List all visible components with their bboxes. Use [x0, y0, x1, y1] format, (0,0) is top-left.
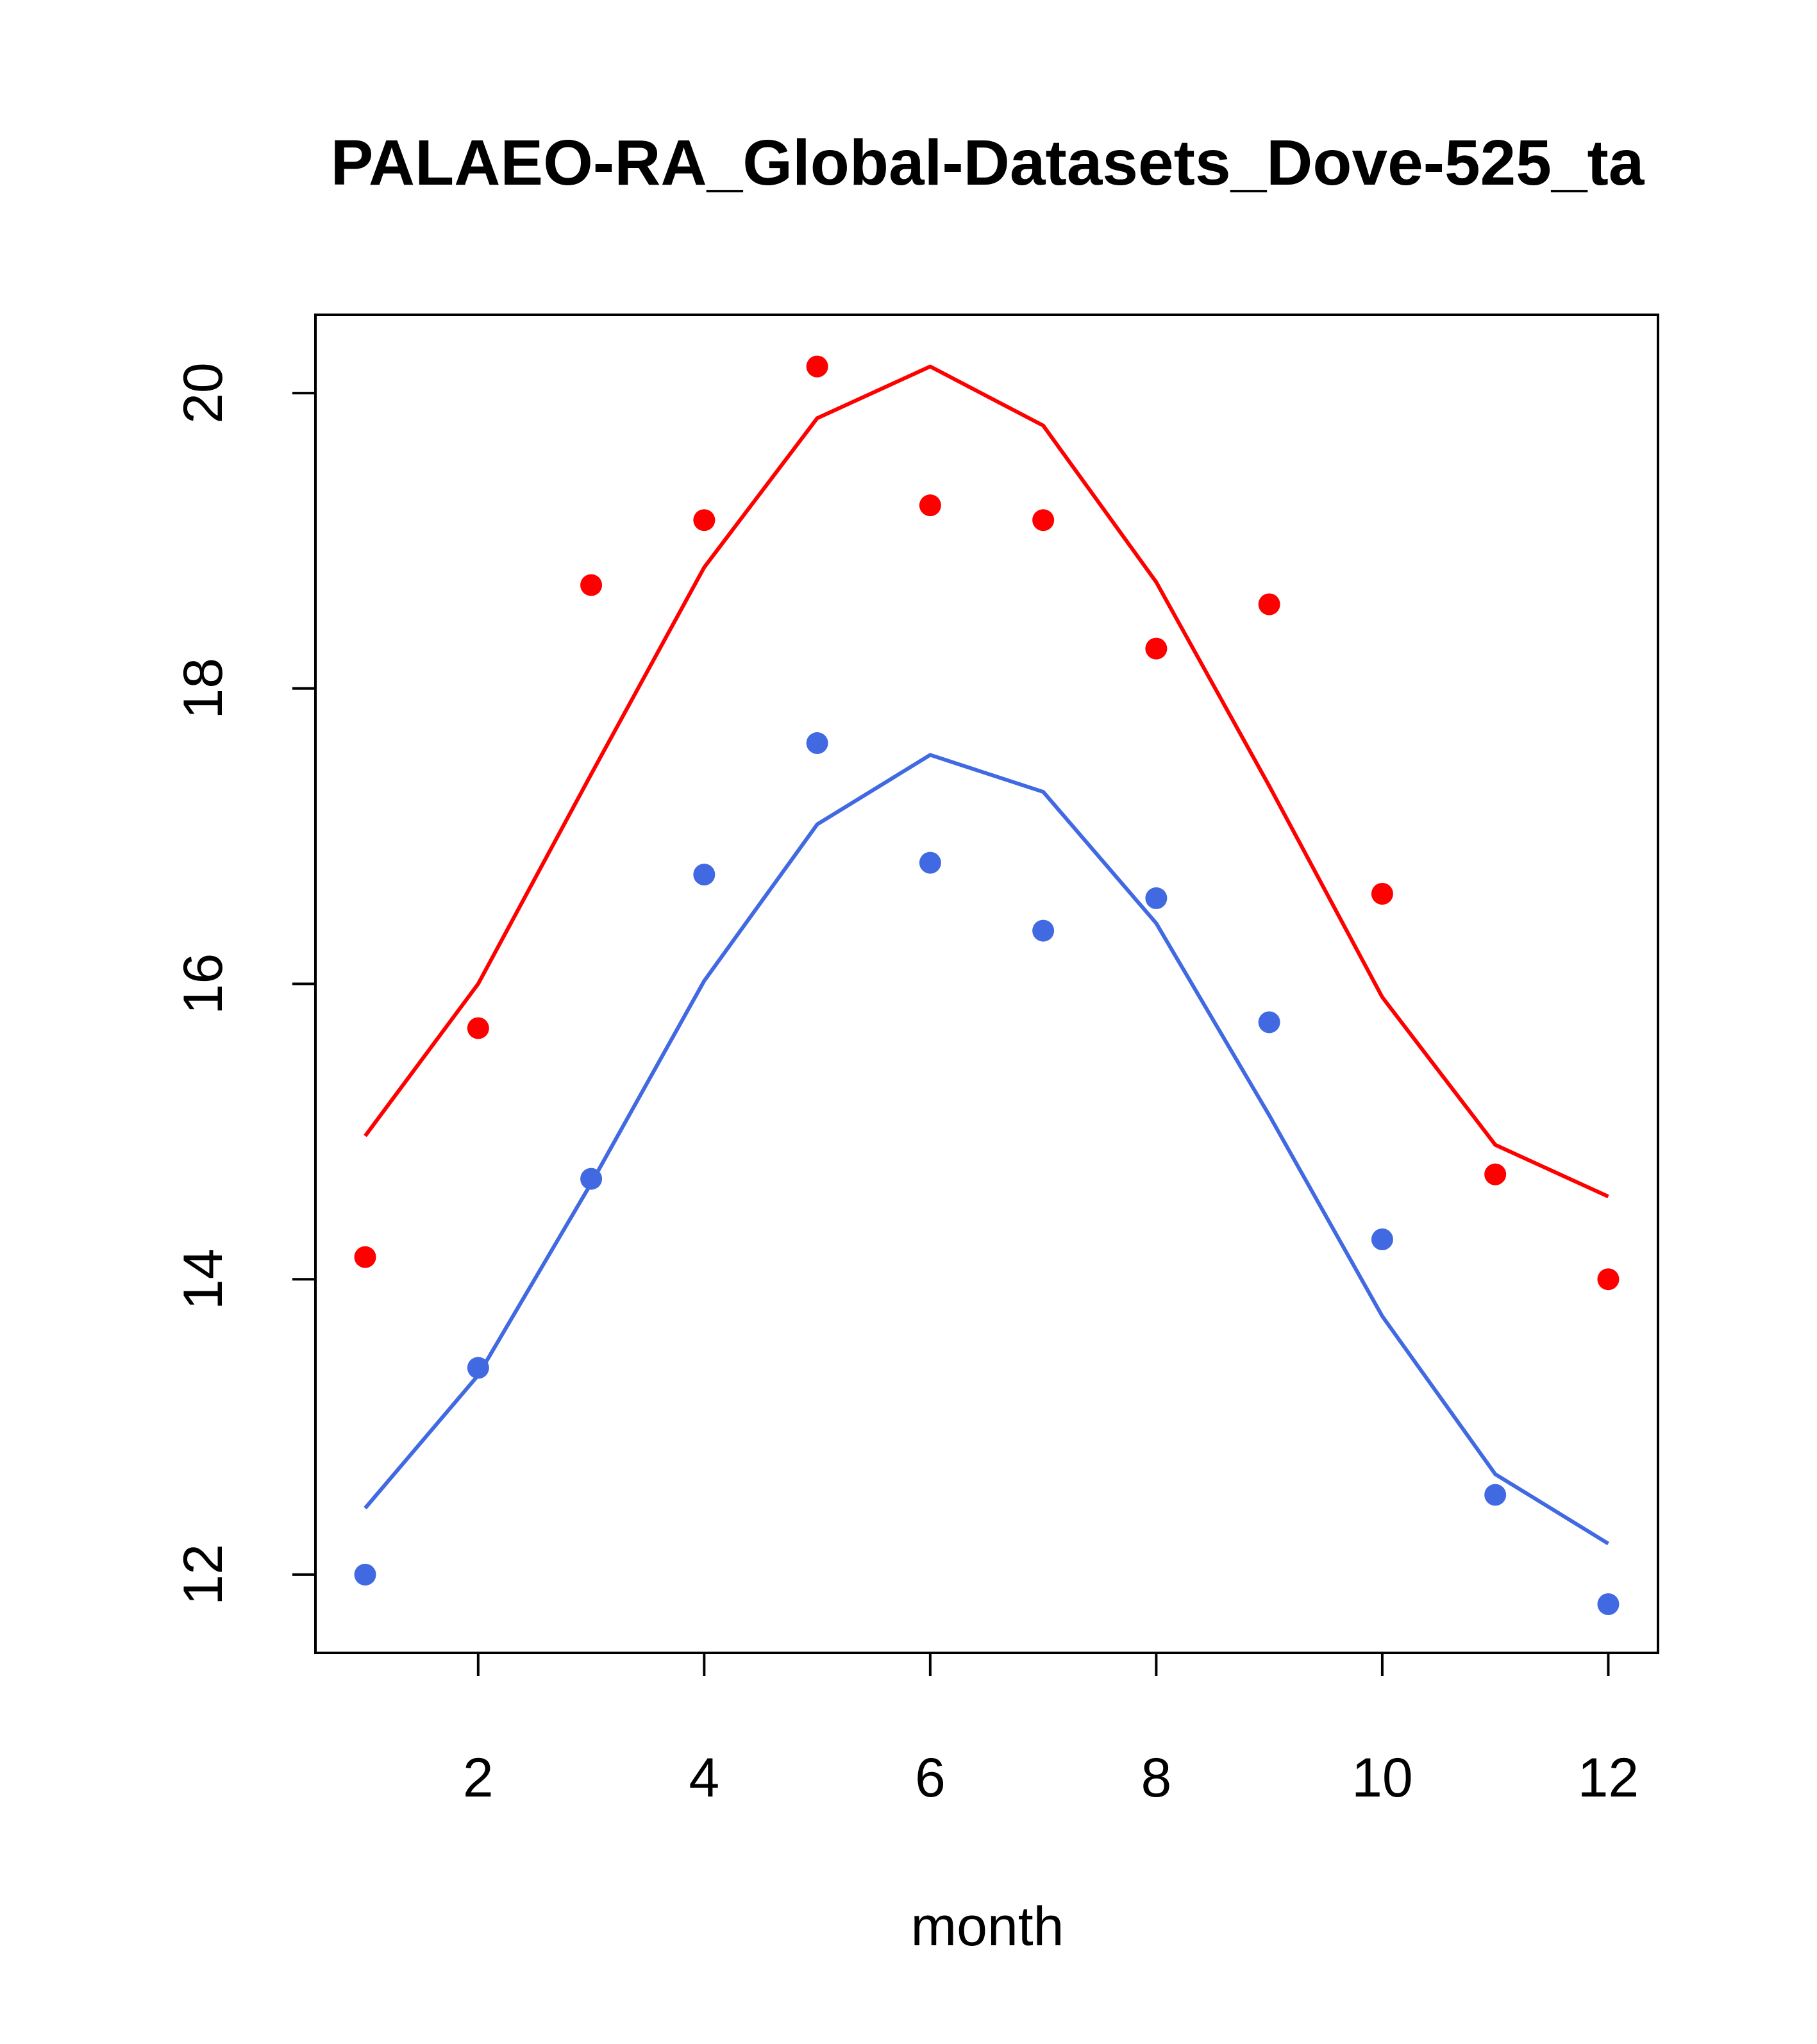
blue-point [806, 732, 828, 755]
blue-point [1371, 1228, 1393, 1251]
y-tick-label: 20 [172, 362, 234, 424]
red-point [1258, 593, 1280, 616]
y-tick-label: 14 [172, 1248, 234, 1310]
blue-point [467, 1357, 489, 1379]
red-point [580, 574, 603, 596]
x-tick-label: 12 [1578, 1747, 1639, 1809]
red-point [1597, 1268, 1620, 1291]
blue-point [580, 1168, 603, 1190]
x-axis: 2 4 6 8 10 12 [463, 1652, 1639, 1809]
red-point [467, 1017, 489, 1039]
red-point [1484, 1163, 1507, 1185]
x-tick-label: 6 [915, 1747, 946, 1809]
red-point [919, 494, 941, 517]
red-point [806, 355, 828, 378]
blue-point [1145, 887, 1168, 909]
y-axis: 12 14 16 18 20 [172, 362, 317, 1605]
red-point [354, 1246, 376, 1268]
x-tick-label: 4 [689, 1747, 719, 1809]
x-tick-label: 8 [1141, 1747, 1171, 1809]
x-tick-label: 2 [463, 1747, 494, 1809]
blue-point [919, 851, 941, 874]
y-tick-label: 16 [172, 953, 234, 1015]
blue-point [693, 864, 716, 886]
x-axis-label: month [910, 1896, 1064, 1957]
plot-frame [314, 314, 1659, 1654]
blue-line-path [364, 753, 1610, 1546]
y-tick-label: 12 [172, 1544, 234, 1605]
red-point [1145, 637, 1168, 660]
blue-point [1597, 1593, 1620, 1615]
x-tick-label: 10 [1352, 1747, 1413, 1809]
red-point [693, 509, 716, 532]
chart-title: PALAEO-RA_Global-Datasets_Dove-525_ta [331, 127, 1645, 199]
red-point [1371, 882, 1393, 905]
blue-point [1484, 1484, 1507, 1506]
red-line-path [364, 364, 1609, 1198]
series-layer [354, 355, 1620, 1615]
blue-point [1032, 919, 1055, 942]
red-point [1032, 509, 1055, 532]
y-tick-label: 18 [172, 658, 234, 719]
blue-point [1258, 1011, 1280, 1034]
blue-point [354, 1563, 376, 1586]
